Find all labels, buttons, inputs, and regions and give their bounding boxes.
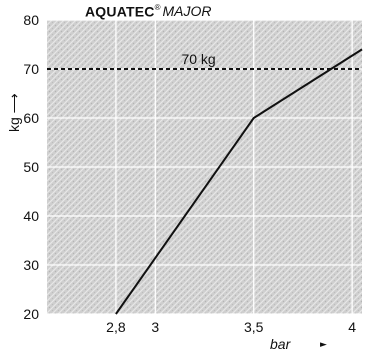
x-tick-label: 3,5 (244, 319, 264, 335)
title-brand: AQUATEC (85, 3, 155, 20)
y-tick-label: 70 (23, 61, 39, 77)
x-tick-label: 2,8 (106, 319, 126, 335)
y-axis-label-wrap: kg ⟶ (6, 93, 23, 132)
y-tick-label: 20 (23, 306, 39, 322)
x-axis-label: bar (270, 336, 292, 352)
y-tick-label: 80 (23, 12, 39, 28)
chart-title: AQUATEC® MAJOR (85, 3, 212, 21)
series-line (115, 48, 363, 315)
reference-line-group: 70 kg (47, 51, 362, 70)
y-tick-label: 60 (23, 110, 39, 126)
x-tick-label: 3 (151, 319, 159, 335)
tick-labels: 20 30 40 50 60 70 80 2,8 3 3,5 4 (23, 12, 356, 335)
y-axis-label: kg (6, 117, 22, 132)
y-tick-label: 30 (23, 257, 39, 273)
reference-line-label: 70 kg (181, 51, 215, 67)
x-axis-arrow-icon: ► (320, 340, 327, 350)
title-model: MAJOR (162, 3, 212, 20)
title-reg-mark: ® (154, 3, 161, 12)
y-tick-label: 50 (23, 159, 39, 175)
y-axis-arrow-icon: ⟶ (6, 93, 22, 114)
y-tick-label: 40 (23, 208, 39, 224)
series-group (115, 48, 363, 315)
x-tick-label: 4 (348, 319, 356, 335)
